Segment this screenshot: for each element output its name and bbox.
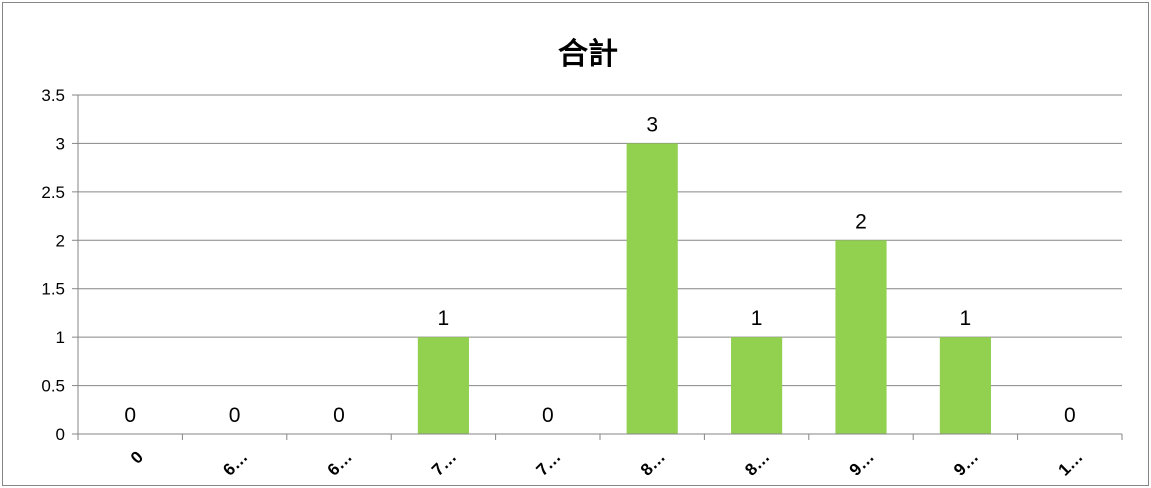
bar xyxy=(731,337,783,434)
data-label: 0 xyxy=(542,404,554,427)
y-tick-label: 3 xyxy=(56,134,65,153)
data-label: 0 xyxy=(229,404,241,427)
x-axis-ticks: 0 6… 6… 7… 7… 8… 8… 9… 9… 1… xyxy=(77,434,1123,480)
x-tick-label: 9… xyxy=(846,447,878,479)
y-tick-label: 2.5 xyxy=(41,183,65,202)
data-label: 1 xyxy=(960,307,972,330)
x-tick-label: 9… xyxy=(950,447,982,479)
bar xyxy=(939,337,991,434)
bar xyxy=(417,337,469,434)
chart-title: 合計 xyxy=(558,37,618,72)
y-tick-label: 2 xyxy=(56,231,65,250)
x-tick-label: 8… xyxy=(637,447,669,479)
y-tick-label: 3.5 xyxy=(41,86,65,105)
x-tick-label: 6… xyxy=(219,447,251,479)
y-tick-label: 0 xyxy=(56,425,65,444)
data-label: 0 xyxy=(124,404,136,427)
x-tick-label: 7… xyxy=(532,447,564,479)
x-tick-label: 6… xyxy=(324,447,356,479)
bars xyxy=(417,143,991,434)
data-label: 1 xyxy=(751,307,763,330)
y-tick-label: 0.5 xyxy=(41,377,65,396)
x-tick-label: 7… xyxy=(428,447,460,479)
data-label: 3 xyxy=(646,113,658,136)
x-tick-label: 0 xyxy=(127,447,147,467)
data-labels: 0 0 0 1 0 3 1 2 1 0 xyxy=(124,113,1075,427)
bar xyxy=(626,143,678,434)
y-tick-label: 1 xyxy=(56,328,65,347)
data-label: 1 xyxy=(438,307,450,330)
data-label: 2 xyxy=(855,210,867,233)
x-tick-label: 8… xyxy=(741,447,773,479)
bar xyxy=(835,240,887,434)
y-axis-ticks: 0 0.5 1 1.5 2 2.5 3 3.5 xyxy=(41,86,78,444)
x-tick-label: 1… xyxy=(1054,447,1086,479)
y-tick-label: 1.5 xyxy=(41,280,65,299)
data-label: 0 xyxy=(333,404,345,427)
data-label: 0 xyxy=(1064,404,1076,427)
